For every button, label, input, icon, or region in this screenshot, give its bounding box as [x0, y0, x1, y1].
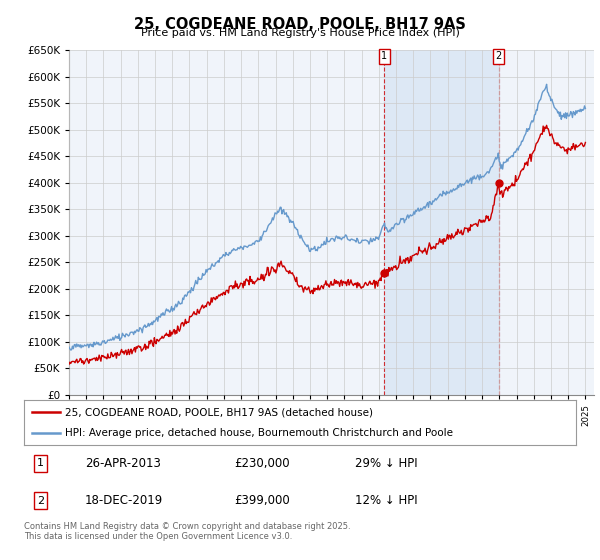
Text: 29% ↓ HPI: 29% ↓ HPI: [355, 457, 418, 470]
Text: 2: 2: [37, 496, 44, 506]
Text: 1: 1: [381, 52, 388, 62]
Text: Price paid vs. HM Land Registry's House Price Index (HPI): Price paid vs. HM Land Registry's House …: [140, 28, 460, 38]
Text: 1: 1: [37, 459, 44, 468]
Text: 18-DEC-2019: 18-DEC-2019: [85, 494, 163, 507]
Bar: [385, 50, 499, 395]
Text: 26-APR-2013: 26-APR-2013: [85, 457, 161, 470]
Text: 2: 2: [496, 52, 502, 62]
Text: £230,000: £230,000: [234, 457, 289, 470]
Text: 25, COGDEANE ROAD, POOLE, BH17 9AS: 25, COGDEANE ROAD, POOLE, BH17 9AS: [134, 17, 466, 32]
Text: £399,000: £399,000: [234, 494, 290, 507]
Text: Contains HM Land Registry data © Crown copyright and database right 2025.
This d: Contains HM Land Registry data © Crown c…: [24, 522, 350, 542]
Text: 25, COGDEANE ROAD, POOLE, BH17 9AS (detached house): 25, COGDEANE ROAD, POOLE, BH17 9AS (deta…: [65, 408, 373, 418]
Text: 12% ↓ HPI: 12% ↓ HPI: [355, 494, 418, 507]
Text: HPI: Average price, detached house, Bournemouth Christchurch and Poole: HPI: Average price, detached house, Bour…: [65, 428, 454, 438]
